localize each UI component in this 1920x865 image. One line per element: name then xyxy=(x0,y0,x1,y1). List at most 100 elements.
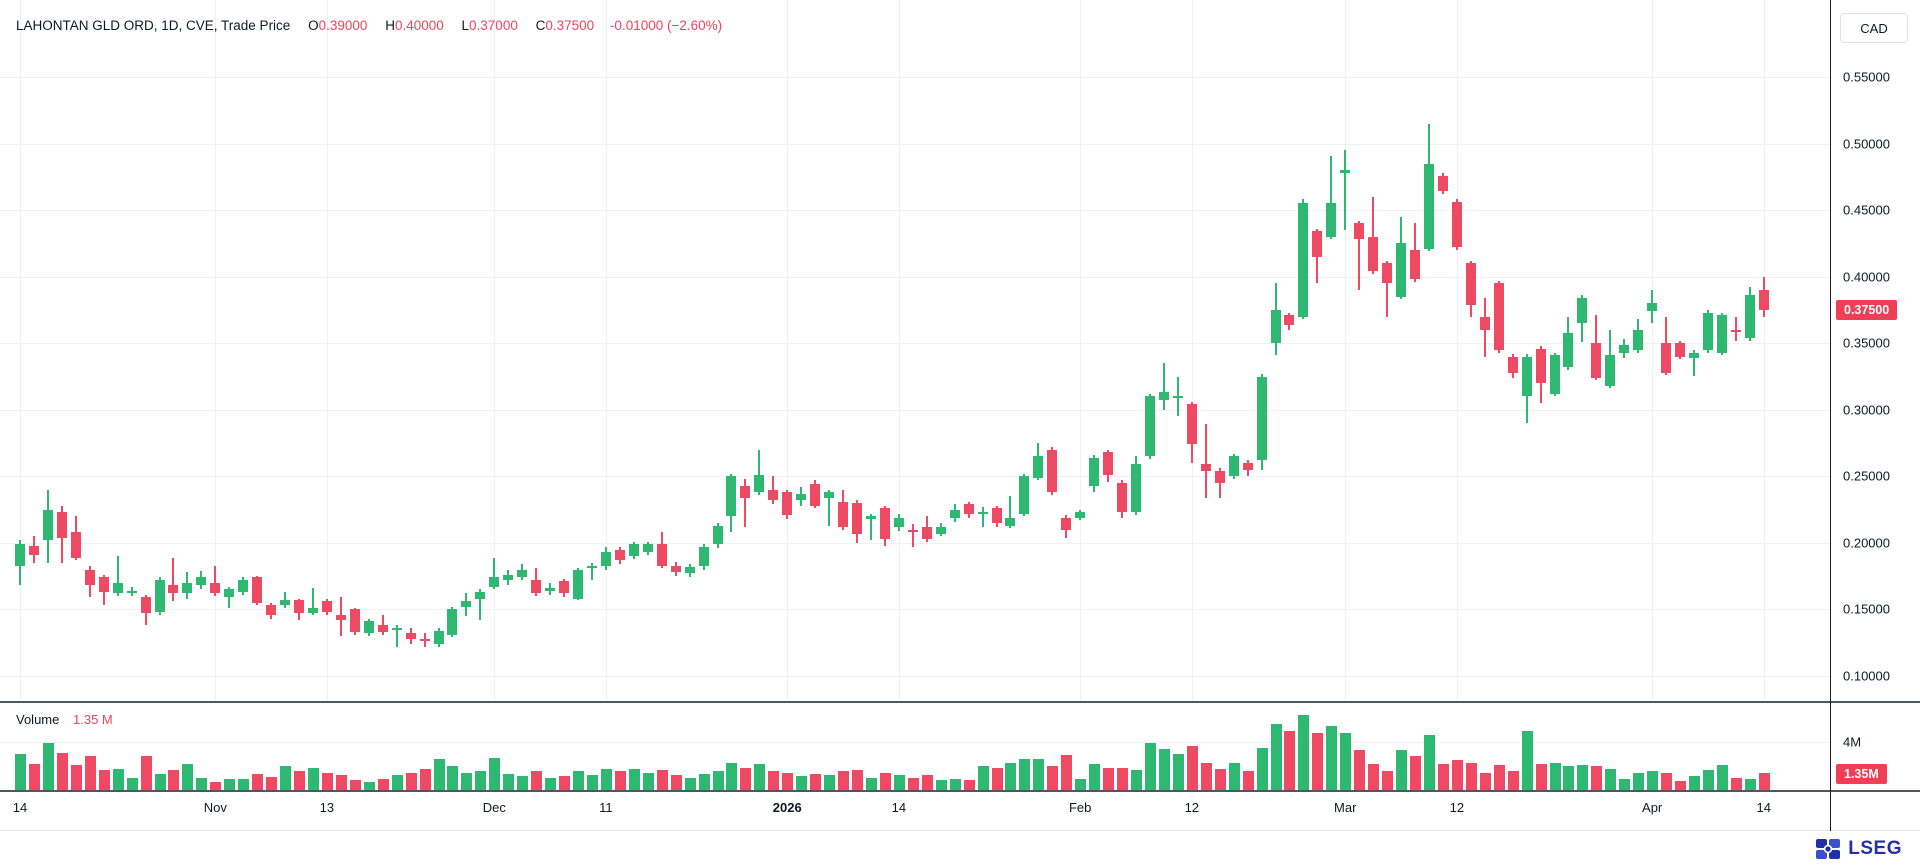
candle-body xyxy=(461,601,472,607)
volume-bar xyxy=(503,773,515,790)
volume-bar xyxy=(266,776,278,790)
candle-body xyxy=(475,592,486,599)
volume-bar xyxy=(489,757,501,790)
volume-bar xyxy=(210,781,222,790)
candle-body xyxy=(684,566,695,574)
volume-bar xyxy=(684,777,696,790)
volume-bar xyxy=(42,742,54,790)
price-chart-area[interactable] xyxy=(0,0,1830,701)
volume-current-value: 1.35 M xyxy=(73,712,113,727)
volume-bar xyxy=(1451,760,1463,790)
grid-line-horizontal xyxy=(0,542,1830,544)
candle-body xyxy=(531,580,542,594)
candle-body xyxy=(1326,203,1337,237)
volume-bar xyxy=(1214,768,1226,790)
lseg-emblem-icon xyxy=(1816,839,1841,859)
candle-body xyxy=(1689,352,1699,358)
volume-bar xyxy=(1661,772,1673,790)
candle-body xyxy=(280,600,291,606)
candle-body xyxy=(1117,482,1128,513)
volume-bar xyxy=(865,777,877,790)
symbol-legend[interactable]: LAHONTAN GLD ORD, 1D, CVE, Trade Price O… xyxy=(16,18,722,33)
candle-body xyxy=(1410,250,1420,280)
grid-line-vertical xyxy=(1080,0,1082,701)
candle-body xyxy=(712,525,723,545)
volume-bar xyxy=(1061,755,1073,790)
volume-bar xyxy=(280,765,292,790)
volume-bar xyxy=(1284,731,1296,790)
volume-bar xyxy=(1270,723,1282,790)
volume-bar xyxy=(1437,763,1449,790)
time-tick-label: 11 xyxy=(599,800,613,815)
candle-body xyxy=(1089,457,1100,486)
candle-body xyxy=(349,609,360,633)
volume-bar xyxy=(1716,765,1728,790)
candle-wick xyxy=(214,565,217,597)
candle-body xyxy=(1228,456,1239,477)
volume-bar xyxy=(307,768,319,790)
time-tick-label: 2026 xyxy=(772,800,802,815)
low-label: L xyxy=(461,18,470,33)
price-tick-label: 0.50000 xyxy=(1843,136,1890,152)
currency-badge[interactable]: CAD xyxy=(1840,13,1908,43)
volume-bar xyxy=(1340,732,1352,790)
candle-body xyxy=(1298,203,1309,317)
candle-body xyxy=(1158,392,1169,401)
volume-bar xyxy=(196,777,208,790)
volume-bar xyxy=(1298,715,1310,790)
price-tick-label: 0.25000 xyxy=(1843,468,1890,484)
volume-bar xyxy=(252,773,264,790)
volume-bar xyxy=(1354,750,1366,790)
volume-bar xyxy=(1186,746,1198,790)
price-tick-label: 0.45000 xyxy=(1843,202,1890,218)
candle-body xyxy=(1758,289,1769,310)
candle-body xyxy=(70,532,81,558)
time-tick-label: 14 xyxy=(1756,800,1771,815)
volume-bar xyxy=(1605,768,1617,790)
volume-bar xyxy=(893,775,905,790)
time-tick-label: 12 xyxy=(1449,800,1465,815)
candle-body xyxy=(670,565,681,573)
candle-body xyxy=(1465,263,1476,305)
candle-body xyxy=(1312,231,1323,257)
pane-divider-top[interactable] xyxy=(0,701,1920,703)
volume-bar xyxy=(517,776,529,790)
candle-body xyxy=(1075,512,1086,518)
volume-chart-area[interactable] xyxy=(0,703,1830,791)
volume-bar xyxy=(1368,763,1380,790)
volume-bar xyxy=(991,767,1003,790)
time-tick-label: Dec xyxy=(482,800,506,815)
time-axis-border xyxy=(0,830,1920,831)
time-tick-label: 14 xyxy=(891,800,907,815)
grid-line-vertical xyxy=(215,0,217,701)
candle-body xyxy=(517,569,528,578)
candle-body xyxy=(1172,396,1183,399)
candle-body xyxy=(545,588,556,591)
candle-body xyxy=(15,544,25,566)
candle-body xyxy=(1521,356,1532,397)
volume-bar xyxy=(531,771,543,790)
candle-body xyxy=(949,509,960,518)
volume-bar xyxy=(740,767,752,790)
candle-body xyxy=(1744,295,1755,338)
candle-body xyxy=(1507,356,1518,373)
volume-bar xyxy=(1521,731,1533,790)
volume-bar xyxy=(475,771,487,790)
volume-bar xyxy=(628,768,640,790)
candle-body xyxy=(1451,202,1462,248)
candle-wick xyxy=(758,449,761,495)
candle-body xyxy=(210,582,221,594)
volume-bar xyxy=(126,777,138,790)
time-tick-label: Apr xyxy=(1642,800,1663,815)
grid-line-horizontal xyxy=(0,210,1830,212)
candle-body xyxy=(1131,464,1141,513)
pane-divider-bottom[interactable] xyxy=(0,790,1920,792)
candle-body xyxy=(852,502,862,534)
grid-line-vertical xyxy=(1456,0,1458,701)
candle-body xyxy=(1340,170,1351,173)
candle-body xyxy=(1256,376,1267,461)
candle-body xyxy=(1633,329,1644,350)
volume-bar xyxy=(405,772,417,790)
volume-bar xyxy=(1535,763,1547,790)
volume-bar xyxy=(1689,776,1700,790)
